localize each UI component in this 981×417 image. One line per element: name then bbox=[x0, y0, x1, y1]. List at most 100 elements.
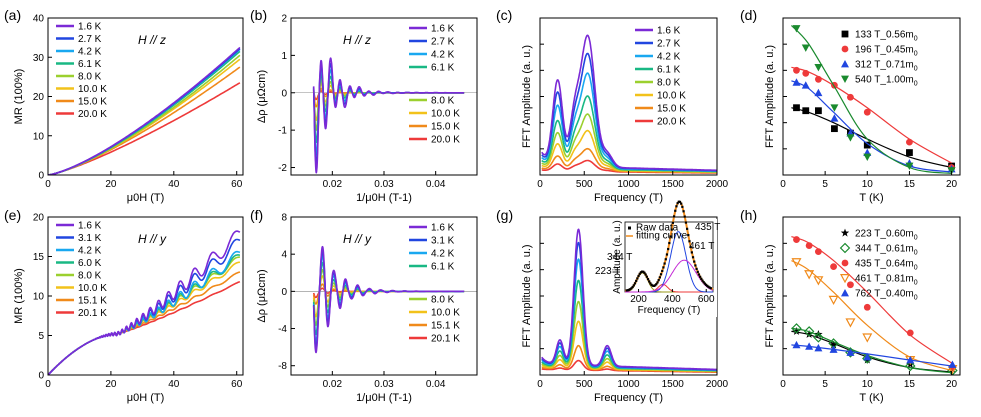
inset-raw-point bbox=[689, 245, 692, 249]
series-line bbox=[48, 66, 241, 175]
x-axis-label: 1/μ0H (T-1) bbox=[356, 392, 412, 404]
fit-curve bbox=[790, 25, 952, 175]
x-tick-label: 20 bbox=[105, 379, 117, 390]
x-axis-label: T (K) bbox=[859, 392, 883, 404]
data-point bbox=[829, 340, 838, 349]
panel-b: 0.02 0.03 0.04 -2 -1 0 1 2 1/μ0H (T-1) Δρ (μΩcm) (… bbox=[250, 7, 478, 204]
legend-label: 8.0 K bbox=[78, 72, 102, 83]
inset-raw-point bbox=[709, 287, 712, 290]
inset-raw-point bbox=[697, 273, 701, 276]
x-ticks: 0 5 10 15 20 bbox=[780, 171, 958, 190]
inset-raw-point bbox=[676, 202, 679, 205]
series-line bbox=[541, 52, 717, 172]
data-point bbox=[846, 348, 855, 356]
legend-label-subscript: 0 bbox=[914, 280, 918, 287]
inset-raw-point bbox=[675, 205, 678, 208]
inset-raw-point bbox=[682, 210, 685, 213]
y-ticks: -2 -1 0 1 2 bbox=[278, 14, 295, 174]
data-point bbox=[862, 333, 873, 343]
inset-raw-point bbox=[667, 247, 670, 251]
inset-raw-point bbox=[663, 262, 666, 265]
legend-label: 4.2 K bbox=[78, 47, 102, 58]
legend-label-subscript: 0 bbox=[914, 250, 918, 257]
y-ticks: 0 5 10 15 20 bbox=[33, 213, 52, 382]
panel-label: (c) bbox=[496, 7, 512, 23]
legend: 8.0 K 10.0 K 15.1 K 20.1 K bbox=[409, 295, 460, 345]
x-axis-label: Frequency (T) bbox=[594, 392, 663, 404]
y-tick-label: -8 bbox=[278, 361, 287, 372]
inset-raw-point bbox=[657, 279, 660, 282]
data-point bbox=[815, 107, 822, 115]
x-tick-label: 2000 bbox=[706, 179, 729, 190]
legend-label-subscript: 0 bbox=[914, 295, 918, 302]
data-point bbox=[862, 353, 873, 364]
plot-area bbox=[541, 228, 717, 373]
inset-raw-point bbox=[696, 270, 699, 273]
inset-raw-point bbox=[640, 270, 644, 273]
data-point bbox=[793, 236, 800, 243]
legend-label: 15.1 K bbox=[78, 296, 107, 307]
legend-label-text: 540 T_1.00m bbox=[855, 75, 914, 86]
plot-area bbox=[48, 46, 241, 175]
panel-f: 0.02 0.03 0.04 -8 -4 0 4 8 1/μ0H (T-1) Δρ (μΩcm) (… bbox=[250, 207, 478, 404]
legend-label: 4.2 K bbox=[431, 50, 455, 61]
panel-c: 0 500 1000 1500 2000 Frequency (T) FFT Amplitu… bbox=[496, 7, 729, 204]
inset-raw-point bbox=[644, 273, 647, 276]
data-point bbox=[847, 281, 854, 289]
x-tick-label: 2000 bbox=[706, 379, 729, 390]
y-ticks: -8 -4 0 4 8 bbox=[278, 213, 295, 372]
y-axis-label: Δρ (μΩcm) bbox=[256, 70, 268, 123]
x-axis-label: μ0H (T) bbox=[127, 392, 165, 404]
legend-label-subscript: 0 bbox=[914, 81, 918, 88]
field-direction-label: H // z bbox=[343, 33, 371, 47]
data-point bbox=[831, 125, 838, 133]
data-point bbox=[841, 30, 849, 38]
inset-legend-swatch bbox=[628, 226, 631, 230]
inset-raw-point bbox=[671, 221, 674, 224]
y-tick-label: -4 bbox=[278, 324, 287, 335]
x-tick-label: 10 bbox=[862, 379, 874, 390]
y-axis-label: FFT Amplitude (a. u.) bbox=[521, 244, 533, 347]
inset-x-tick-label: 200 bbox=[630, 294, 647, 305]
inset-raw-point bbox=[664, 258, 667, 261]
legend-label: 20.0 K bbox=[78, 109, 107, 120]
data-point bbox=[815, 248, 822, 256]
x-tick-label: 0 bbox=[537, 179, 543, 190]
inset-raw-point bbox=[645, 275, 648, 278]
panel-g: 0 500 1000 1500 2000 Frequency (T) FFT Amplitu… bbox=[496, 200, 729, 404]
inset-raw-point bbox=[684, 221, 688, 224]
legend-label: 3.1 K bbox=[431, 236, 455, 247]
data-point bbox=[840, 228, 850, 237]
inset-raw-point bbox=[677, 200, 680, 203]
inset-raw-point bbox=[704, 283, 708, 286]
panel-h: 0 5 10 15 20 T (K) FFT Amplitude (a. u.) (h) 223… bbox=[740, 207, 961, 404]
legend-label-subscript: 0 bbox=[914, 265, 918, 272]
panel-d: 0 5 10 15 20 T (K) FFT Amplitude (a. u.) (d) 133… bbox=[740, 7, 961, 204]
y-tick-label: 1 bbox=[281, 51, 287, 62]
data-point bbox=[906, 355, 915, 364]
inset-raw-point bbox=[656, 281, 659, 284]
legend-label-subscript: 0 bbox=[914, 36, 918, 43]
x-axis-label: T (K) bbox=[859, 192, 883, 204]
legend-label: 1.6 K bbox=[431, 24, 455, 35]
data-point bbox=[906, 138, 913, 146]
data-point bbox=[841, 259, 849, 267]
legend-label: 8.0 K bbox=[431, 295, 455, 306]
legend: 1.6 K 3.1 K 4.2 K 6.1 K bbox=[409, 223, 455, 273]
legend-label: 133 T_0.56m0 bbox=[855, 30, 918, 43]
x-tick-label: 1500 bbox=[662, 379, 685, 390]
legend-label-text: 762 T_0.40m bbox=[855, 289, 914, 300]
legend-label-subscript: 0 bbox=[914, 51, 918, 58]
inset-raw-point bbox=[703, 282, 706, 285]
data-point bbox=[829, 345, 838, 353]
inset-raw-point bbox=[695, 267, 698, 270]
legend-label: 1.6 K bbox=[657, 26, 681, 37]
data-point bbox=[801, 81, 810, 89]
inset-x-tick-label: 600 bbox=[698, 294, 715, 305]
inset-raw-point bbox=[693, 260, 696, 263]
inset-raw-point bbox=[642, 270, 645, 273]
inset-raw-point bbox=[683, 215, 686, 218]
panel-e: 0 20 40 60 0 5 10 15 20 μ0H (T) MR (100%) (e) H // y… bbox=[4, 207, 244, 404]
x-ticks: 0 5 10 15 20 bbox=[780, 371, 958, 390]
